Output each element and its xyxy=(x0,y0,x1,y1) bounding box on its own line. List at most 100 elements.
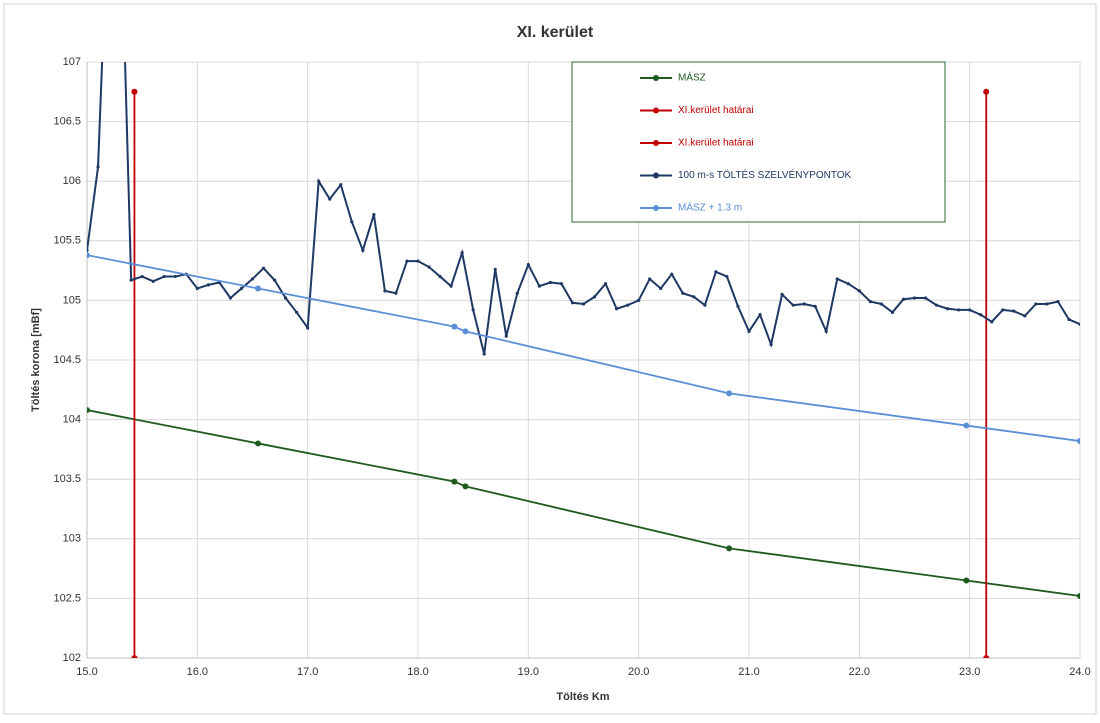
data-point xyxy=(515,291,519,295)
data-point xyxy=(405,259,409,263)
data-point xyxy=(681,291,685,295)
data-point xyxy=(879,302,884,306)
data-point xyxy=(462,483,469,490)
data-point xyxy=(736,304,740,308)
data-point xyxy=(162,274,166,279)
data-point xyxy=(228,296,233,300)
data-point xyxy=(272,278,277,282)
legend-label: 100 m-s TÖLTÉS SZELVÉNYPONTOK xyxy=(678,168,852,181)
data-point xyxy=(306,326,310,330)
data-point xyxy=(714,270,718,274)
data-point xyxy=(868,299,872,304)
data-point xyxy=(151,279,155,283)
y-tick-label: 103 xyxy=(63,533,81,545)
data-point xyxy=(692,295,696,299)
x-tick-label: 23.0 xyxy=(959,666,980,678)
data-point xyxy=(835,277,839,281)
data-point xyxy=(670,272,674,276)
data-point xyxy=(451,323,458,330)
data-point xyxy=(131,88,138,95)
data-point xyxy=(350,220,354,224)
data-point xyxy=(1012,309,1016,313)
data-point xyxy=(250,277,255,281)
data-point xyxy=(255,440,262,447)
data-point xyxy=(890,310,895,314)
data-point xyxy=(87,248,89,252)
legend-marker xyxy=(653,75,659,81)
data-point xyxy=(427,265,431,269)
data-point xyxy=(372,212,376,217)
data-point xyxy=(857,289,861,293)
data-point xyxy=(725,274,729,279)
data-point xyxy=(592,295,597,299)
data-point xyxy=(957,308,961,312)
data-point xyxy=(460,251,464,255)
y-tick-label: 106 xyxy=(63,175,81,187)
legend-box xyxy=(571,61,946,223)
data-point xyxy=(979,313,983,317)
data-point xyxy=(339,183,343,187)
x-tick-label: 24.0 xyxy=(1069,666,1090,678)
data-point xyxy=(769,342,773,347)
data-point xyxy=(471,308,475,312)
data-point xyxy=(990,320,994,324)
x-tick-label: 15.0 xyxy=(76,666,97,678)
x-tick-label: 17.0 xyxy=(297,666,318,678)
data-point xyxy=(96,165,100,169)
data-point xyxy=(526,263,530,267)
y-tick-label: 107 xyxy=(63,56,81,68)
data-point xyxy=(206,283,210,287)
data-point xyxy=(963,422,970,429)
data-point xyxy=(383,289,387,293)
data-point xyxy=(451,478,458,485)
data-point xyxy=(449,284,453,288)
data-point xyxy=(923,296,928,300)
data-point xyxy=(261,266,266,270)
data-point xyxy=(603,282,608,286)
data-point xyxy=(846,282,850,286)
data-point xyxy=(824,329,828,333)
data-point xyxy=(802,302,806,306)
data-point xyxy=(946,307,950,311)
data-point xyxy=(968,308,972,312)
data-point xyxy=(255,285,262,292)
data-point xyxy=(901,297,906,301)
data-point xyxy=(747,329,751,333)
legend: MÁSZ XI.kerület határai XI.kerület határai… xyxy=(571,61,946,223)
y-tick-label: 102.5 xyxy=(53,592,81,604)
data-point xyxy=(615,307,619,311)
x-tick-label: 22.0 xyxy=(849,666,870,678)
x-tick-label: 20.0 xyxy=(628,666,649,678)
data-point xyxy=(87,252,90,259)
data-point xyxy=(1078,322,1080,326)
data-point xyxy=(537,284,541,288)
legend-marker xyxy=(653,172,659,179)
y-tick-label: 105 xyxy=(63,294,81,306)
data-point xyxy=(361,248,365,252)
data-point xyxy=(912,296,917,300)
data-point xyxy=(504,334,508,338)
data-point xyxy=(791,303,795,307)
legend-marker xyxy=(653,107,659,114)
data-point xyxy=(559,282,564,286)
y-tick-label: 103.5 xyxy=(53,473,81,485)
data-point xyxy=(648,277,652,281)
data-point xyxy=(983,88,990,95)
data-point xyxy=(1077,593,1080,600)
data-point xyxy=(780,292,784,297)
data-point xyxy=(295,310,299,314)
data-point xyxy=(659,286,663,291)
data-point xyxy=(726,545,733,552)
data-point xyxy=(581,302,586,306)
data-point xyxy=(570,301,575,305)
data-point xyxy=(493,267,497,272)
data-point xyxy=(726,390,733,397)
data-point xyxy=(1023,314,1027,318)
y-tick-label: 105.5 xyxy=(53,235,81,247)
data-point xyxy=(482,352,486,356)
data-point xyxy=(438,274,442,279)
plot-area xyxy=(87,62,1080,658)
data-point xyxy=(963,577,970,584)
legend-label: MÁSZ xyxy=(678,71,706,84)
